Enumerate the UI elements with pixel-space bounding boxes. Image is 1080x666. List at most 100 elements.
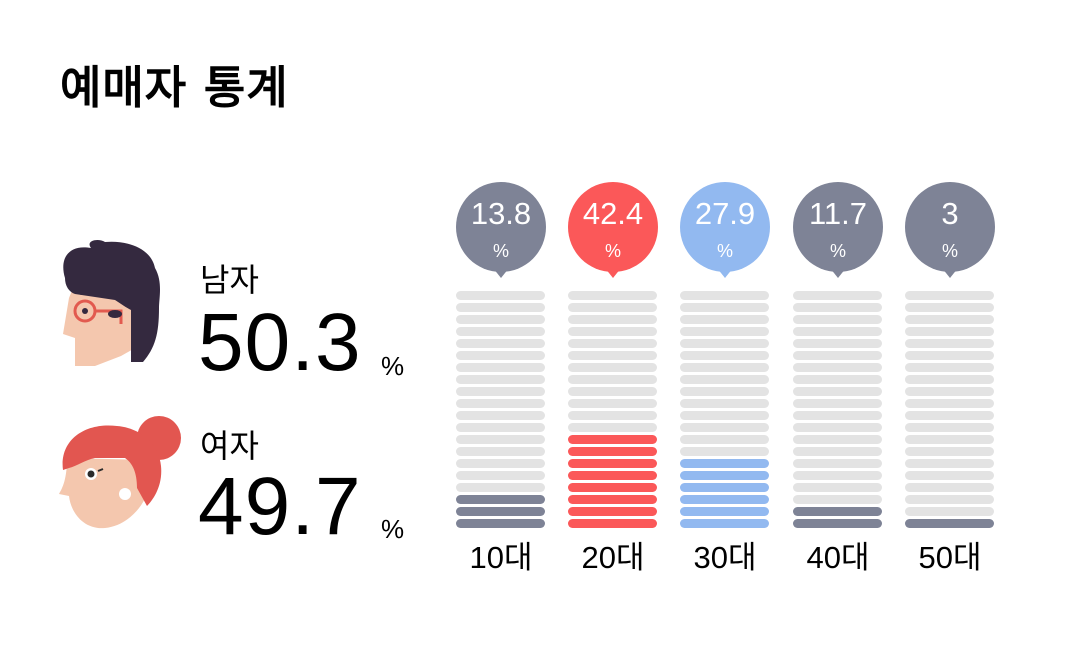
bar-segment: [905, 339, 994, 348]
value-bubble: 13.8 %: [456, 182, 546, 280]
bar-segment: [680, 447, 769, 456]
value-bubble: 42.4 %: [568, 182, 658, 280]
bar-segment: [568, 351, 657, 360]
segment-bar: [905, 291, 995, 531]
bar-segment: [680, 387, 769, 396]
age-column-20s: 42.4 % 20대: [568, 182, 660, 582]
bar-segment: [905, 303, 994, 312]
bar-segment: [456, 315, 545, 324]
bar-segment: [793, 387, 882, 396]
bar-segment: [456, 363, 545, 372]
bar-segment: [905, 363, 994, 372]
bar-segment: [456, 399, 545, 408]
bar-segment: [793, 423, 882, 432]
age-value: 42.4: [582, 196, 644, 231]
segment-bar: [568, 291, 658, 531]
bar-segment: [456, 459, 545, 468]
bar-segment: [568, 519, 657, 528]
bar-segment: [905, 327, 994, 336]
bar-segment: [905, 423, 994, 432]
age-value-unit: %: [716, 241, 733, 261]
bar-segment: [793, 363, 882, 372]
age-label: 50대: [918, 540, 982, 575]
bar-segment: [456, 327, 545, 336]
bar-segment: [680, 507, 769, 516]
bar-segment: [905, 315, 994, 324]
bar-segment: [456, 339, 545, 348]
age-column-40s: 11.7 % 40대: [793, 182, 885, 582]
bar-segment: [680, 423, 769, 432]
bar-segment: [680, 399, 769, 408]
age-label: 20대: [581, 540, 645, 575]
bar-segment: [793, 411, 882, 420]
male-percentage-unit: %: [381, 351, 405, 381]
bar-segment: [456, 495, 545, 504]
bar-segment: [905, 483, 994, 492]
bar-segment: [793, 327, 882, 336]
bar-segment: [905, 435, 994, 444]
bar-segment: [456, 435, 545, 444]
age-column-50s: 3 % 50대: [905, 182, 997, 582]
bar-segment: [456, 375, 545, 384]
bar-segment: [793, 399, 882, 408]
bar-segment: [905, 375, 994, 384]
bar-segment: [793, 315, 882, 324]
bar-segment: [568, 303, 657, 312]
bar-segment: [568, 483, 657, 492]
bar-segment: [680, 459, 769, 468]
bar-segment: [680, 483, 769, 492]
segment-bar: [680, 291, 770, 531]
bar-segment: [456, 471, 545, 480]
bar-segment: [793, 351, 882, 360]
bar-segment: [568, 507, 657, 516]
bar-segment: [456, 351, 545, 360]
bar-segment: [568, 411, 657, 420]
bar-segment: [568, 495, 657, 504]
bar-segment: [680, 291, 769, 300]
bar-segment: [456, 387, 545, 396]
bar-segment: [568, 387, 657, 396]
value-bubble: 27.9 %: [680, 182, 770, 280]
female-percentage: 49.7: [198, 461, 362, 552]
bar-segment: [905, 459, 994, 468]
segment-bar: [456, 291, 546, 531]
bar-segment: [905, 519, 994, 528]
age-value: 27.9: [694, 196, 756, 231]
bar-segment: [456, 447, 545, 456]
bar-segment: [680, 363, 769, 372]
bar-segment: [905, 507, 994, 516]
bar-segment: [793, 471, 882, 480]
age-label: 30대: [693, 540, 757, 575]
gender-female: 여자 49.7 %: [55, 410, 435, 560]
age-column-10s: 13.8 % 10대: [456, 182, 548, 582]
bar-segment: [905, 411, 994, 420]
age-label: 40대: [806, 540, 870, 575]
bar-segment: [568, 399, 657, 408]
age-label: 10대: [469, 540, 533, 575]
bar-segment: [905, 471, 994, 480]
bar-segment: [456, 483, 545, 492]
age-value-unit: %: [604, 241, 621, 261]
bar-segment: [680, 411, 769, 420]
age-value: 13.8: [470, 196, 532, 231]
bar-segment: [568, 327, 657, 336]
bar-segment: [793, 459, 882, 468]
bar-segment: [793, 519, 882, 528]
bar-segment: [568, 459, 657, 468]
bar-segment: [905, 351, 994, 360]
bar-segment: [680, 519, 769, 528]
bar-segment: [793, 375, 882, 384]
value-bubble: 3 %: [905, 182, 995, 280]
bar-segment: [456, 291, 545, 300]
gender-male: 남자 50.3 %: [55, 238, 435, 388]
male-percentage: 50.3: [198, 297, 362, 388]
bar-segment: [905, 399, 994, 408]
bar-segment: [793, 495, 882, 504]
bar-segment: [568, 447, 657, 456]
bar-segment: [793, 435, 882, 444]
bar-segment: [680, 327, 769, 336]
page-title: 예매자 통계: [60, 61, 289, 114]
bar-segment: [568, 471, 657, 480]
bar-segment: [905, 447, 994, 456]
female-percentage-unit: %: [381, 514, 405, 544]
